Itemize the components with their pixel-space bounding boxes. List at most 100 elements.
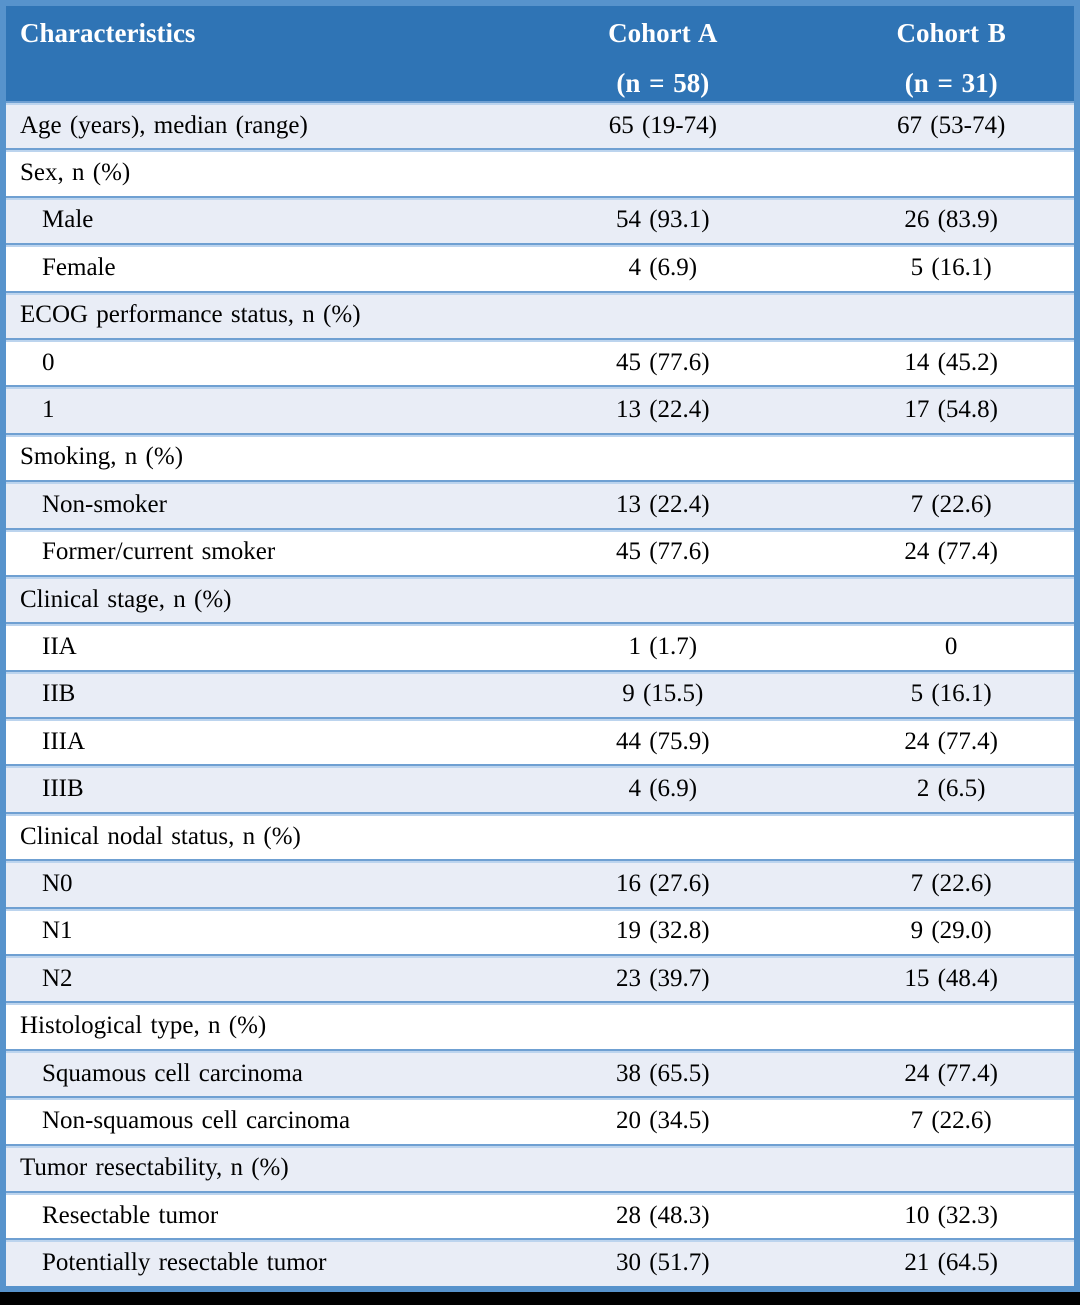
- table-row-female: Female 4 (6.9) 5 (16.1): [6, 243, 1074, 291]
- section-row-clinical-nodal-status: Clinical nodal status, n (%): [6, 811, 1074, 860]
- table-row-former-current-smoker: Former/current smoker 45 (77.6) 24 (77.4…: [6, 527, 1074, 575]
- cohort-b-value: 7 (22.6): [828, 859, 1074, 907]
- cohort-a-value: 4 (6.9): [497, 764, 829, 812]
- cohort-b-value: 7 (22.6): [828, 480, 1074, 528]
- row-label: Squamous cell carcinoma: [6, 1048, 498, 1097]
- table-row-male: Male 54 (93.1) 26 (83.9): [6, 195, 1074, 244]
- row-label: N0: [6, 859, 498, 907]
- header-row: Characteristics Cohort A (n = 58) Cohort…: [6, 6, 1074, 101]
- section-row-sex: Sex, n (%): [6, 148, 1074, 196]
- section-label: Clinical stage, n (%): [6, 574, 498, 623]
- table-row-non-smoker: Non-smoker 13 (22.4) 7 (22.6): [6, 480, 1074, 528]
- cohort-a-value: [497, 290, 829, 338]
- row-label: N2: [6, 954, 498, 1002]
- cohort-b-value: 24 (77.4): [828, 527, 1074, 575]
- row-label: Female: [6, 243, 498, 291]
- cohort-a-value: 20 (34.5): [497, 1096, 829, 1144]
- cohort-b-title: Cohort B: [896, 18, 1006, 48]
- cohort-b-value: 26 (83.9): [828, 195, 1074, 244]
- section-label: Histological type, n (%): [6, 1001, 498, 1049]
- table-row-potentially-resectable: Potentially resectable tumor 30 (51.7) 2…: [6, 1238, 1074, 1286]
- cohort-b-value: 24 (77.4): [828, 1048, 1074, 1097]
- row-label: 1: [6, 385, 498, 433]
- cohort-b-value: 5 (16.1): [828, 243, 1074, 291]
- cohort-b-value: 0: [828, 622, 1074, 670]
- cohort-b-value: 17 (54.8): [828, 385, 1074, 433]
- cohort-b-sample-size: (n = 31): [904, 68, 998, 98]
- cohort-b-value: 2 (6.5): [828, 764, 1074, 812]
- cohort-b-value: 21 (64.5): [828, 1238, 1074, 1286]
- row-label: Male: [6, 195, 498, 244]
- section-row-tumor-resectability: Tumor resectability, n (%): [6, 1143, 1074, 1191]
- column-header-cohort-b: Cohort B (n = 31): [828, 6, 1074, 101]
- cohort-a-value: [497, 811, 829, 860]
- table-row-ecog-0: 0 45 (77.6) 14 (45.2): [6, 337, 1074, 386]
- cohort-b-value: [828, 148, 1074, 196]
- cohort-a-value: 54 (93.1): [497, 195, 829, 244]
- cohort-a-value: 65 (19-74): [497, 101, 829, 149]
- cohort-a-value: 23 (39.7): [497, 954, 829, 1002]
- section-row-smoking: Smoking, n (%): [6, 432, 1074, 481]
- cohort-b-value: 5 (16.1): [828, 669, 1074, 718]
- cohort-a-value: 44 (75.9): [497, 717, 829, 765]
- row-label: 0: [6, 337, 498, 386]
- table-row-n1: N1 19 (32.8) 9 (29.0): [6, 906, 1074, 955]
- table-row-non-squamous: Non-squamous cell carcinoma 20 (34.5) 7 …: [6, 1096, 1074, 1144]
- cohort-a-value: [497, 1001, 829, 1049]
- row-label: N1: [6, 906, 498, 955]
- section-label: Clinical nodal status, n (%): [6, 811, 498, 860]
- cohort-b-value: 10 (32.3): [828, 1190, 1074, 1239]
- row-label: IIA: [6, 622, 498, 670]
- section-row-histological-type: Histological type, n (%): [6, 1001, 1074, 1049]
- row-label: Non-squamous cell carcinoma: [6, 1096, 498, 1144]
- cohort-b-value: [828, 811, 1074, 860]
- cohort-b-value: 67 (53-74): [828, 101, 1074, 149]
- cohort-a-sample-size: (n = 58): [616, 68, 710, 98]
- section-label: Smoking, n (%): [6, 432, 498, 481]
- section-row-ecog: ECOG performance status, n (%): [6, 290, 1074, 338]
- section-label: Tumor resectability, n (%): [6, 1143, 498, 1191]
- row-label: Former/current smoker: [6, 527, 498, 575]
- cohort-b-value: [828, 1143, 1074, 1191]
- cohort-a-value: 13 (22.4): [497, 480, 829, 528]
- cohort-b-value: 9 (29.0): [828, 906, 1074, 955]
- table-row-ecog-1: 1 13 (22.4) 17 (54.8): [6, 385, 1074, 433]
- cohort-b-value: [828, 1001, 1074, 1049]
- cohort-b-value: [828, 290, 1074, 338]
- table-row-squamous: Squamous cell carcinoma 38 (65.5) 24 (77…: [6, 1048, 1074, 1097]
- cohort-a-value: 13 (22.4): [497, 385, 829, 433]
- cohort-b-value: 7 (22.6): [828, 1096, 1074, 1144]
- cohort-b-value: [828, 432, 1074, 481]
- section-label: ECOG performance status, n (%): [6, 290, 498, 338]
- cohort-a-value: 16 (27.6): [497, 859, 829, 907]
- row-label: Age (years), median (range): [6, 101, 498, 149]
- section-row-clinical-stage: Clinical stage, n (%): [6, 574, 1074, 623]
- cohort-a-value: 1 (1.7): [497, 622, 829, 670]
- row-label: IIIA: [6, 717, 498, 765]
- cohort-a-value: 45 (77.6): [497, 527, 829, 575]
- row-label: IIIB: [6, 764, 498, 812]
- cohort-a-value: 45 (77.6): [497, 337, 829, 386]
- table-row-stage-iiia: IIIA 44 (75.9) 24 (77.4): [6, 717, 1074, 765]
- table-row-n0: N0 16 (27.6) 7 (22.6): [6, 859, 1074, 907]
- cohort-a-value: 19 (32.8): [497, 906, 829, 955]
- cohort-a-value: 9 (15.5): [497, 669, 829, 718]
- cohort-a-value: 28 (48.3): [497, 1190, 829, 1239]
- cohort-a-title: Cohort A: [608, 18, 718, 48]
- cohort-b-value: [828, 574, 1074, 623]
- cohort-a-value: [497, 574, 829, 623]
- cohort-a-value: 38 (65.5): [497, 1048, 829, 1097]
- column-header-cohort-a: Cohort A (n = 58): [497, 6, 829, 101]
- section-label: Sex, n (%): [6, 148, 498, 196]
- cohort-a-value: 30 (51.7): [497, 1238, 829, 1286]
- cohort-a-value: [497, 1143, 829, 1191]
- row-label: Non-smoker: [6, 480, 498, 528]
- cohort-a-value: [497, 432, 829, 481]
- cohort-a-value: 4 (6.9): [497, 243, 829, 291]
- cohort-a-value: [497, 148, 829, 196]
- cohort-b-value: 15 (48.4): [828, 954, 1074, 1002]
- table-row-stage-iiib: IIIB 4 (6.9) 2 (6.5): [6, 764, 1074, 812]
- bottom-black-bar: [0, 1291, 1080, 1305]
